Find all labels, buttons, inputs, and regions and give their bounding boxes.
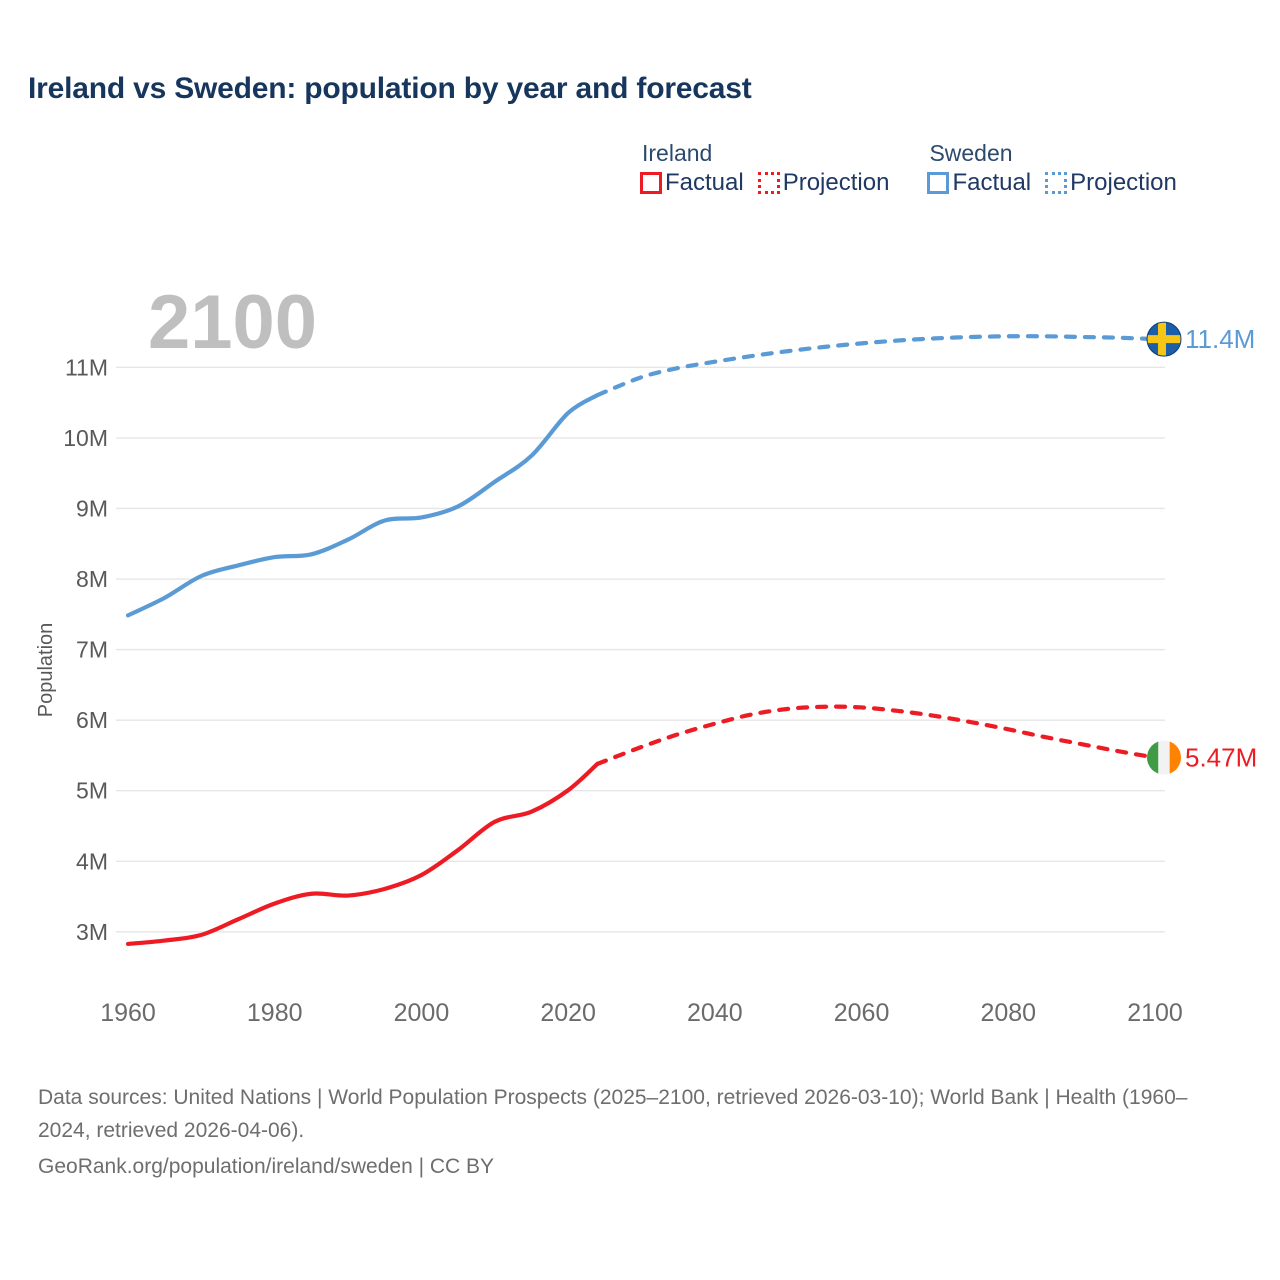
solid-square-outline-icon: [640, 172, 662, 194]
series-line-projection-sweden: [595, 334, 1158, 398]
y-tick-label: 7M: [76, 637, 108, 663]
series-lines: [125, 334, 1158, 947]
chart-legend: Ireland Factual Projection Sweden Factua…: [640, 140, 1177, 197]
x-tick-label: 2060: [834, 999, 890, 1027]
legend-group-title-ireland: Ireland: [642, 140, 713, 166]
footer-line-2: GeoRank.org/population/ireland/sweden | …: [38, 1155, 495, 1179]
series-line-factual-sweden: [125, 392, 600, 618]
y-tick-label: 8M: [76, 566, 108, 592]
y-tick-label: 5M: [76, 778, 108, 804]
gridlines: [116, 366, 1165, 933]
legend-item-sweden-projection[interactable]: Projection: [1045, 169, 1177, 197]
end-label-sweden: 11.4M: [1185, 324, 1255, 354]
plot-area: 3M 4M 5M 6M 7M 8M 9M 10M 11M 1960 1980 2000 2020 204…: [0, 250, 1280, 1060]
x-tick-label: 1980: [247, 999, 303, 1027]
y-tick-label: 9M: [76, 495, 108, 521]
footer-sources: Data sources: United Nations | World Pop…: [38, 1082, 1238, 1184]
legend-item-sweden-factual[interactable]: Factual: [927, 169, 1031, 197]
legend-row-sweden: Factual Projection: [927, 169, 1177, 197]
legend-label-sweden-factual: Factual: [952, 169, 1032, 196]
dotted-square-outline-icon: [757, 172, 780, 194]
legend-label-ireland-factual: Factual: [665, 169, 744, 196]
x-axis-ticks: 1960 1980 2000 2020 2040 2060 2080 2100: [100, 999, 1183, 1027]
legend-label-ireland-projection: Projection: [782, 169, 890, 196]
y-tick-label: 11M: [65, 354, 108, 380]
solid-square-outline-icon: [927, 172, 950, 194]
page-title: Ireland vs Sweden: population by year an…: [28, 72, 752, 105]
x-tick-label: 2000: [394, 999, 450, 1027]
y-tick-label: 4M: [76, 848, 108, 874]
legend-group-ireland: Ireland Factual Projection: [640, 140, 889, 197]
series-line-projection-ireland: [595, 704, 1158, 766]
legend-group-sweden: Sweden Factual Projection: [927, 140, 1177, 197]
y-tick-label: 6M: [76, 707, 108, 733]
x-tick-label: 2040: [687, 999, 743, 1027]
ireland-flag-icon: [1147, 740, 1181, 775]
y-tick-label: 10M: [63, 425, 108, 451]
x-tick-label: 2100: [1127, 999, 1183, 1027]
legend-group-title-sweden: Sweden: [929, 140, 1013, 166]
legend-item-ireland-factual[interactable]: Factual: [640, 169, 744, 197]
y-axis-ticks: 3M 4M 5M 6M 7M 8M 9M 10M 11M: [63, 354, 108, 944]
x-tick-label: 2080: [980, 999, 1036, 1027]
legend-item-ireland-projection[interactable]: Projection: [757, 169, 890, 197]
dotted-square-outline-icon: [1045, 172, 1068, 194]
x-tick-label: 2020: [540, 999, 596, 1027]
population-line-chart: 3M 4M 5M 6M 7M 8M 9M 10M 11M 1960 1980 2000 2020 204…: [35, 280, 1257, 1027]
legend-label-sweden-projection: Projection: [1070, 169, 1177, 196]
end-label-ireland: 5.47M: [1185, 743, 1257, 773]
y-axis-title: Population: [35, 623, 57, 718]
sweden-flag-icon: [1146, 321, 1182, 357]
series-end-markers: 11.4M 5.47M: [1146, 321, 1257, 775]
y-tick-label: 3M: [76, 919, 108, 945]
footer-line-1: Data sources: United Nations | World Pop…: [38, 1086, 1188, 1142]
series-line-factual-ireland: [125, 761, 600, 947]
year-watermark: 2100: [148, 280, 317, 365]
legend-row-ireland: Factual Projection: [640, 169, 889, 197]
x-tick-label: 1960: [100, 999, 156, 1027]
